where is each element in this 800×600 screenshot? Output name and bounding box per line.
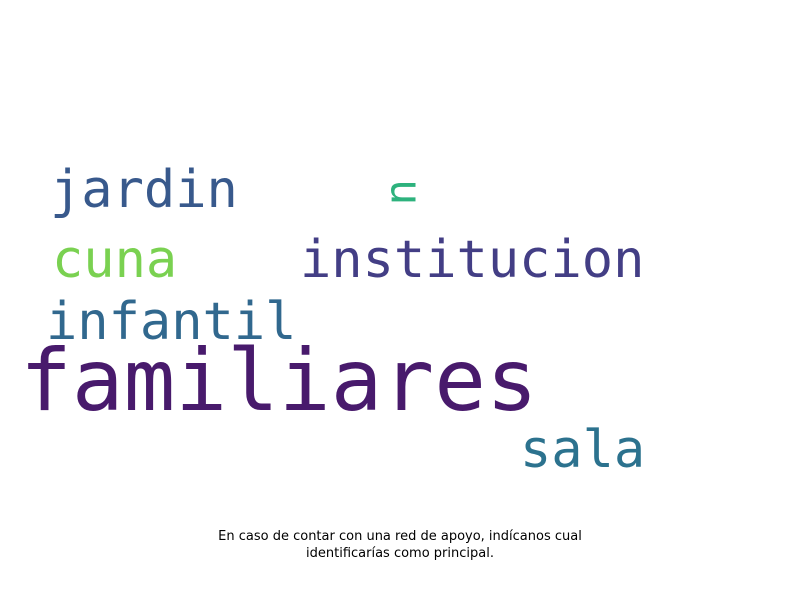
caption-line-1: En caso de contar con una red de apoyo, … bbox=[218, 529, 582, 544]
word-familiares: familiares bbox=[20, 331, 538, 431]
word-jardin: jardin bbox=[50, 160, 238, 220]
word-infantil: infantil bbox=[46, 292, 297, 352]
word-cuna: cuna bbox=[52, 230, 178, 290]
word-institucion: institucion bbox=[300, 230, 645, 290]
caption-line-2: identificarías como principal. bbox=[306, 546, 494, 561]
word-sala: sala bbox=[520, 420, 646, 480]
figure-caption: En caso de contar con una red de apoyo, … bbox=[150, 528, 650, 562]
word-u: u bbox=[380, 178, 432, 206]
